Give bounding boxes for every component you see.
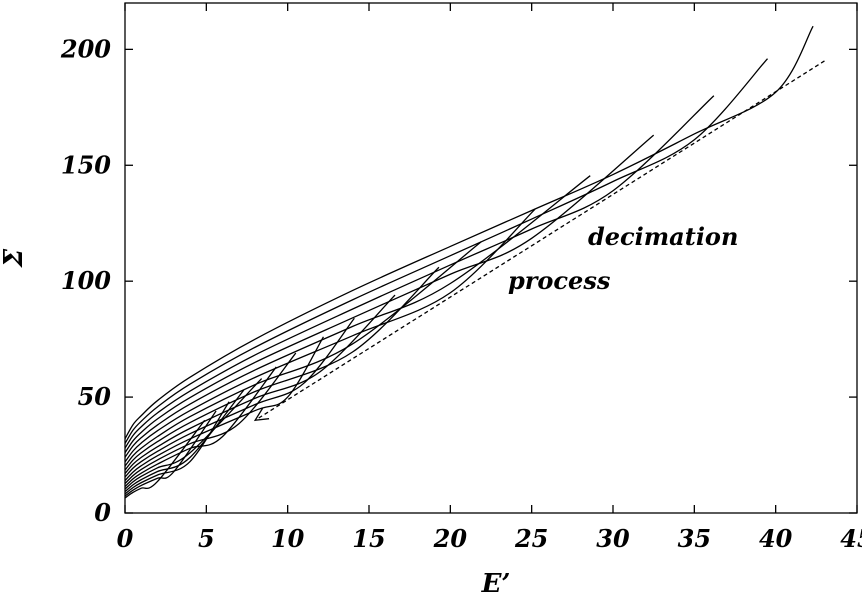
y-tick-label: 50 [78,382,112,411]
series-line-10 [124,317,355,478]
series-line-8 [124,266,440,471]
series-line-5 [124,175,591,458]
series-line-15 [124,389,245,493]
series-line-17 [124,410,217,497]
series-line-3 [124,95,715,449]
annotation-decimation: decimation [588,222,738,251]
series-line-2 [124,58,769,444]
y-tick-label: 150 [61,150,111,179]
plot-frame [124,2,858,514]
x-tick-label: 45 [840,524,862,553]
series-line-4 [124,134,655,454]
series-line-16 [124,401,230,495]
series-line-7 [124,241,482,467]
x-tick-label: 20 [433,524,468,553]
x-tick-label: 5 [198,524,215,553]
arrow-head [253,408,270,422]
x-tick-label: 10 [271,524,305,553]
x-tick-label: 0 [117,524,134,553]
x-axis-ticks: 0 5 10 15 20 25 30 35 40 45 [117,3,862,553]
x-axis-title: E’ [481,569,511,599]
series-line-6 [124,208,536,463]
y-tick-label: 200 [60,34,111,63]
x-tick-label: 25 [514,524,548,553]
series-line-13 [124,366,277,488]
series-line-18 [124,419,206,499]
x-tick-label: 15 [352,524,385,553]
annotation-process: process [508,266,611,295]
series-line-1 [124,25,814,440]
series-line-9 [124,294,396,475]
y-tick-label: 100 [61,266,111,295]
y-tick-label: 0 [94,498,111,527]
x-tick-label: 35 [678,524,711,553]
x-tick-label: 40 [759,524,793,553]
decimation-process-line [254,60,825,421]
series-line-11 [124,336,325,481]
series-group [124,25,825,499]
y-axis-ticks: 0 50 100 150 200 [60,34,857,527]
x-tick-label: 30 [596,524,630,553]
series-line-12 [124,352,297,485]
y-axis-title: Σ [0,248,29,268]
